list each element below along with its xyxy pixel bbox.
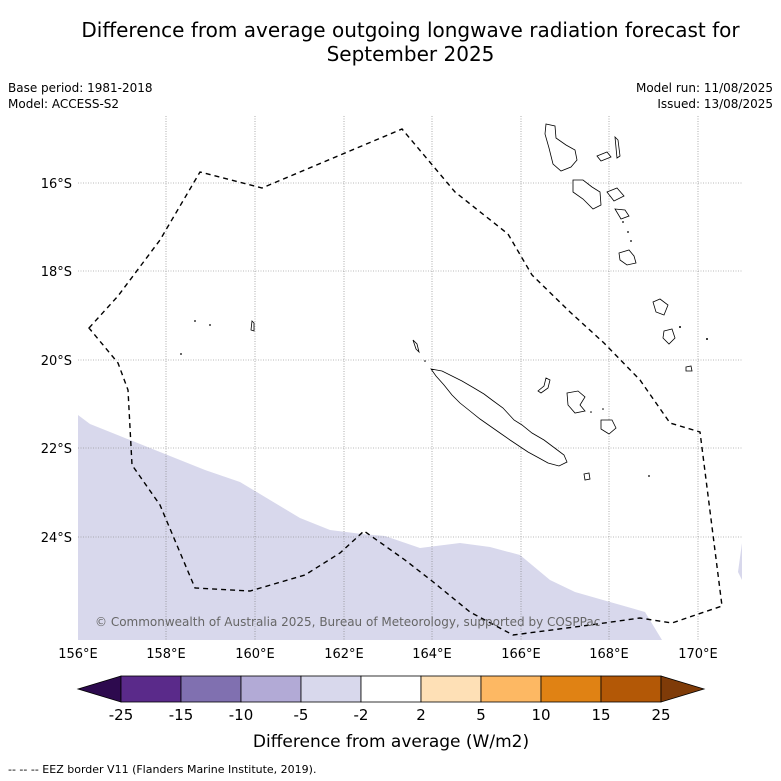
colorbar-bin-3 xyxy=(240,675,302,703)
colorbar-label-9: 15 xyxy=(591,706,610,724)
lon-tick-166: 166°E xyxy=(501,647,541,662)
new-caledonia-island xyxy=(430,368,568,467)
small-islets xyxy=(180,221,708,477)
espiritu-santo-island xyxy=(544,123,578,172)
anomaly-shading xyxy=(78,415,662,640)
malekula-island xyxy=(572,179,602,210)
lon-tick-168: 168°E xyxy=(589,647,629,662)
colorbar-label-1: -25 xyxy=(109,706,134,724)
colorbar-label-5: -2 xyxy=(354,706,369,724)
chesterfield-islet xyxy=(250,320,255,332)
lat-tick-22: 22°S xyxy=(41,442,72,457)
colorbar-label-2: -15 xyxy=(169,706,194,724)
lon-tick-156: 156°E xyxy=(58,647,98,662)
lat-tick-18: 18°S xyxy=(41,265,72,280)
colorbar-extend-low xyxy=(76,675,122,703)
base-period-label: Base period: 1981-2018 xyxy=(8,81,153,95)
colorbar xyxy=(76,675,706,703)
map-title: Difference from average outgoing longwav… xyxy=(81,18,740,66)
tanna-island xyxy=(662,328,676,345)
efate-island xyxy=(618,249,637,266)
issued-label: Issued: 13/08/2025 xyxy=(657,97,773,111)
lat-tick-24: 24°S xyxy=(41,531,72,546)
colorbar-bin-2 xyxy=(180,675,242,703)
model-run-label: Model run: 11/08/2025 xyxy=(635,81,773,95)
colorbar-bin-6 xyxy=(420,675,482,703)
aneityum-island xyxy=(685,365,693,372)
colorbar-label-7: 5 xyxy=(476,706,486,724)
colorbar-bin-1 xyxy=(120,675,182,703)
colorbar-label-4: -5 xyxy=(294,706,309,724)
ambae-island xyxy=(596,151,612,162)
meta-right: Model run: 11/08/2025 Issued: 13/08/2025 xyxy=(636,80,773,112)
lat-tick-16: 16°S xyxy=(41,177,72,192)
anomaly-shading-east xyxy=(738,543,742,580)
lat-tick-labels: 16°S 18°S 20°S 22°S 24°S xyxy=(41,177,72,546)
colorbar-label-8: 10 xyxy=(531,706,550,724)
erromango-island xyxy=(652,298,669,316)
lon-tick-labels: 156°E 158°E 160°E 162°E 164°E 166°E 168°… xyxy=(58,647,718,662)
lon-tick-164: 164°E xyxy=(412,647,452,662)
colorbar-bin-5 xyxy=(360,675,422,703)
colorbar-label-3: -10 xyxy=(229,706,254,724)
colorbar-bin-7 xyxy=(480,675,542,703)
lon-tick-160: 160°E xyxy=(235,647,275,662)
colorbar-title: Difference from average (W/m2) xyxy=(253,732,529,752)
eez-footnote: -- -- -- EEZ border V11 (Flanders Marine… xyxy=(8,763,317,776)
colorbar-label-10: 25 xyxy=(651,706,670,724)
gridlines xyxy=(78,116,742,640)
lon-tick-170: 170°E xyxy=(678,647,718,662)
lon-tick-158: 158°E xyxy=(146,647,186,662)
maewo-island xyxy=(614,135,621,159)
colorbar-extend-high xyxy=(660,675,706,703)
colorbar-bin-8 xyxy=(540,675,602,703)
colorbar-bin-4 xyxy=(300,675,362,703)
eez-border xyxy=(88,128,723,636)
copyright-text: © Commonwealth of Australia 2025, Bureau… xyxy=(95,615,600,629)
lon-tick-162: 162°E xyxy=(324,647,364,662)
isle-of-pines-island xyxy=(583,472,591,481)
model-label: Model: ACCESS-S2 xyxy=(8,97,120,111)
lifou-island xyxy=(566,390,586,414)
mare-island xyxy=(600,419,617,435)
lat-tick-20: 20°S xyxy=(41,354,72,369)
belep-island xyxy=(412,339,420,354)
colorbar-labels: -25 -15 -10 -5 -2 2 5 10 15 25 xyxy=(109,706,671,724)
pentecost-ambrym-island xyxy=(606,187,625,202)
meta-left: Base period: 1981-2018 Model: ACCESS-S2 xyxy=(8,80,153,112)
ouvea-island xyxy=(537,377,551,394)
epi-island xyxy=(614,208,630,220)
colorbar-label-6: 2 xyxy=(416,706,426,724)
colorbar-bin-9 xyxy=(600,675,662,703)
